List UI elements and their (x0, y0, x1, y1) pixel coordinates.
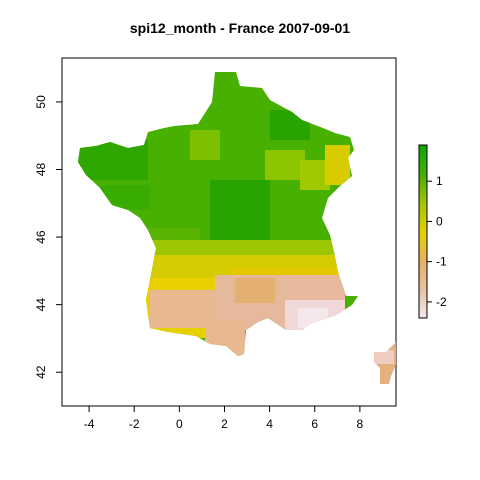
y-tick-label: 42 (34, 365, 48, 379)
france-raster (78, 72, 358, 356)
legend-tick-label: -2 (436, 295, 447, 309)
map-title: spi12_month - France 2007-09-01 (129, 20, 351, 36)
x-tick-label: -2 (129, 417, 140, 431)
x-axis: -4 -2 0 2 4 6 8 (84, 405, 364, 431)
y-tick-label: 48 (34, 163, 48, 177)
legend-colorbar (418, 144, 428, 319)
x-tick-label: 4 (266, 417, 273, 431)
y-tick-label: 44 (34, 298, 48, 312)
y-tick-label: 46 (34, 230, 48, 244)
legend-tick-label: -1 (436, 255, 447, 269)
y-axis: 42 44 46 48 50 (34, 95, 63, 379)
x-tick-label: -4 (84, 417, 95, 431)
color-legend: 1 0 -1 -2 (418, 144, 447, 319)
x-tick-label: 0 (176, 417, 183, 431)
x-tick-label: 6 (311, 417, 318, 431)
x-tick-label: 2 (221, 417, 228, 431)
legend-tick-label: 0 (436, 214, 443, 228)
x-tick-label: 8 (357, 417, 364, 431)
legend-tick-label: 1 (436, 174, 443, 188)
y-tick-label: 50 (34, 95, 48, 109)
